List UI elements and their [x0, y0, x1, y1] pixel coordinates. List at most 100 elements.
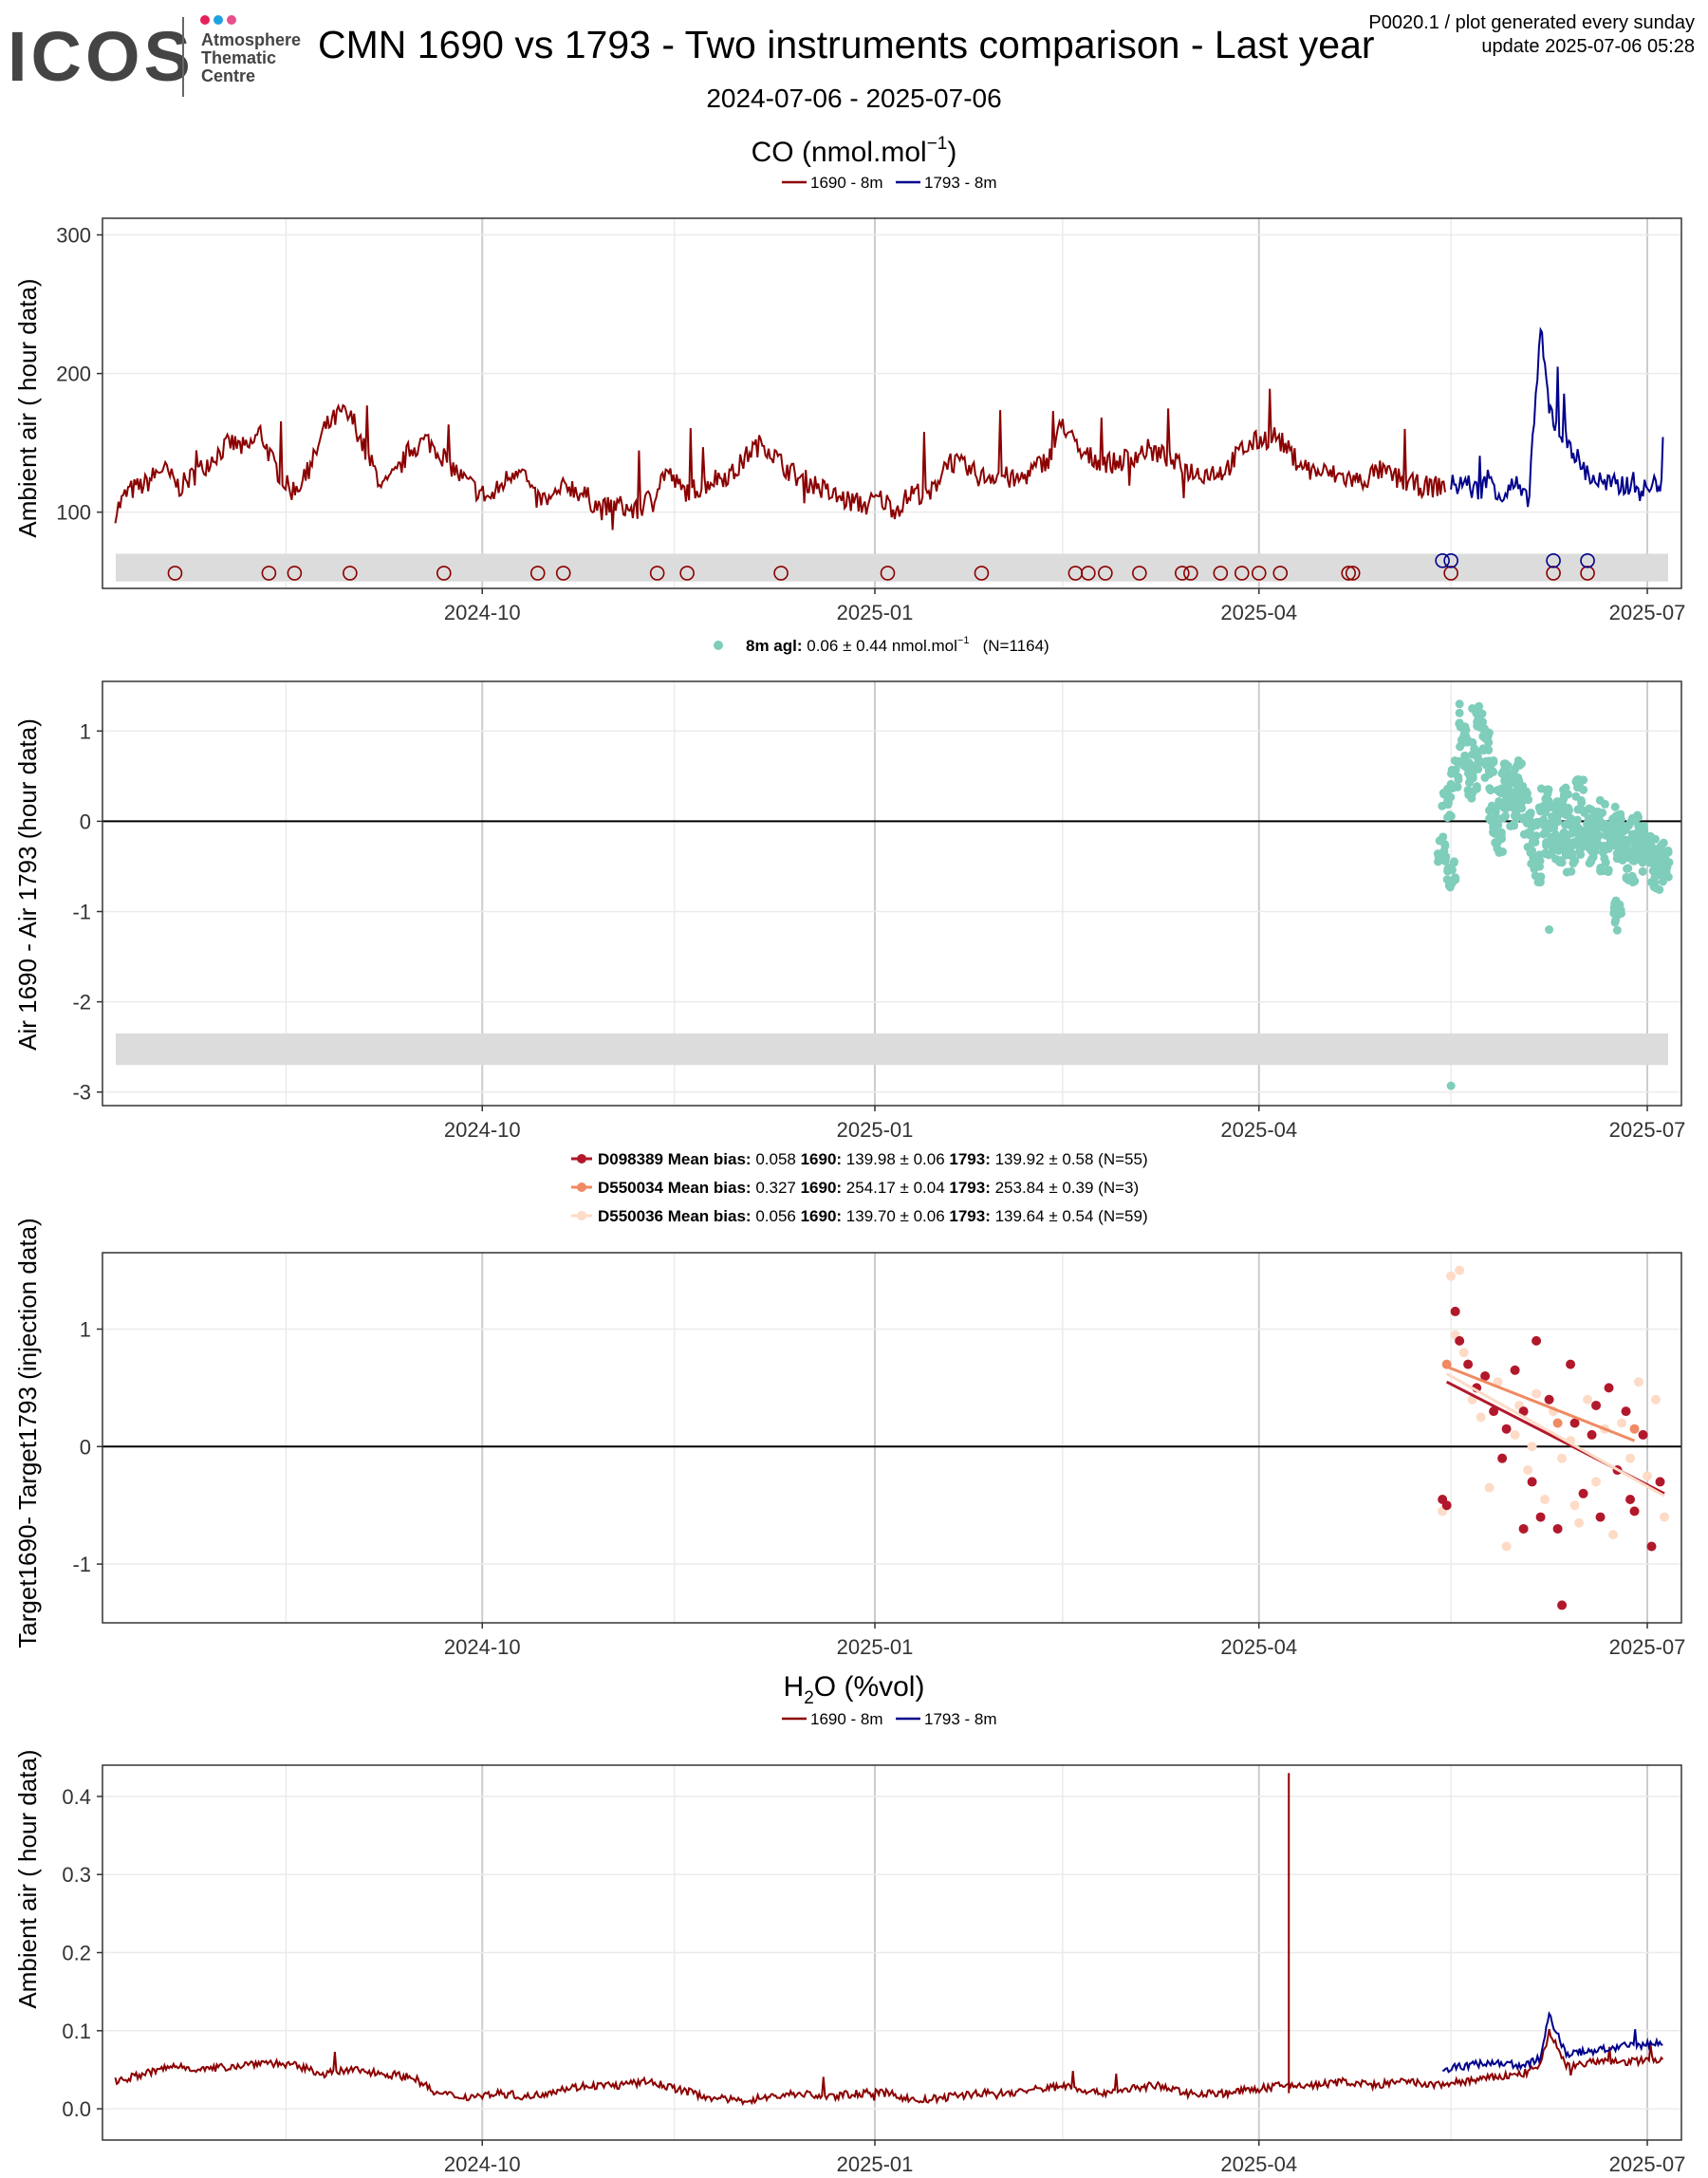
co-marker-1690: [1098, 566, 1113, 581]
co-marker-1690: [555, 566, 571, 581]
diff-point: [1511, 764, 1520, 773]
diff-point: [1659, 873, 1668, 883]
diff-point: [1550, 804, 1560, 813]
co-marker-1690: [880, 566, 896, 581]
diff-reference-band: [116, 1033, 1668, 1066]
co-marker-1690: [1183, 566, 1198, 581]
diff-point: [1510, 804, 1519, 813]
target-point-D098389: [1566, 1359, 1576, 1369]
logo-dot-red: [200, 15, 210, 25]
co-marker-1690: [167, 566, 183, 581]
diff-point: [1617, 908, 1626, 918]
diff-point: [1587, 805, 1596, 814]
diff-point: [1612, 925, 1622, 935]
target-point-D550036: [1455, 1265, 1465, 1275]
target-point-D550034: [1552, 1418, 1563, 1428]
h2o-x-tick-label: 2025-07: [1609, 2152, 1686, 2176]
co-plot-bg: [102, 218, 1681, 588]
target-point-D098389: [1595, 1512, 1606, 1522]
diff-point: [1657, 841, 1666, 850]
target-point-D098389: [1497, 1453, 1508, 1463]
target-point-D550036: [1569, 1500, 1580, 1511]
diff-point: [1526, 810, 1535, 819]
target-point-D098389: [1518, 1523, 1529, 1534]
co-marker-1690: [287, 566, 303, 581]
diff-point: [1563, 790, 1572, 799]
diff-y-tick-label: -2: [72, 991, 91, 1015]
diff-point: [1446, 863, 1456, 872]
co-marker-1690: [974, 566, 990, 581]
diff-point: [1616, 810, 1625, 819]
diff-point: [1454, 775, 1463, 785]
diff-point: [1623, 849, 1632, 859]
h2o-y-tick-label: 0.1: [62, 2020, 91, 2043]
diff-point: [1488, 766, 1497, 775]
target-y-tick-label: -1: [72, 1553, 91, 1576]
co-legend-label-1690: 1690 - 8m: [810, 174, 883, 192]
co-marker-1690: [679, 566, 695, 581]
diff-point: [1435, 836, 1444, 846]
diff-point: [1468, 761, 1477, 771]
target-point-D550036: [1458, 1348, 1469, 1358]
diff-point: [1541, 849, 1550, 859]
diff-point: [1531, 838, 1540, 847]
co-marker-1690: [1443, 566, 1458, 581]
diff-point: [1593, 814, 1603, 824]
co-marker-1690: [1341, 566, 1357, 581]
co-marker-1690: [529, 566, 546, 581]
co-marker-1690: [1081, 566, 1096, 581]
target-legend-text: D550036: [598, 1207, 663, 1225]
diff-x-tick-label: 2025-04: [1220, 1118, 1297, 1142]
co-marker-1690: [1272, 566, 1289, 581]
target-trend-D550034: [1446, 1365, 1636, 1443]
co-ylabel: Ambient air ( hour data): [13, 278, 42, 537]
diff-point: [1618, 838, 1627, 847]
diff-point: [1451, 765, 1460, 774]
target-point-D550036: [1660, 1512, 1670, 1522]
target-point-D098389: [1629, 1506, 1640, 1517]
target-point-D550036: [1608, 1530, 1619, 1540]
target-point-D550036: [1651, 1394, 1662, 1405]
target-legend-entry: D550036 Mean bias: 0.056 1690: 139.70 ± …: [598, 1207, 1148, 1225]
diff-point: [1555, 857, 1565, 866]
diff-point: [1621, 825, 1630, 834]
diff-point: [1631, 815, 1641, 825]
logo-dot-pink: [227, 15, 236, 25]
diff-point: [1656, 863, 1665, 872]
diff-point: [1456, 742, 1465, 752]
h2o-legend: 1690 - 8m 1793 - 8m: [782, 1710, 997, 1728]
diff-point: [1455, 708, 1464, 717]
diff-point: [1447, 782, 1457, 791]
target-legend-text: 139.64 ± 0.54 (N=59): [991, 1207, 1148, 1225]
co-plot-border: [102, 217, 1682, 589]
target-point-D098389: [1557, 1600, 1568, 1610]
target-point-D098389: [1646, 1541, 1657, 1552]
diff-point: [1543, 790, 1552, 799]
co-marker-1690: [1213, 566, 1229, 581]
target-point-D550036: [1527, 1442, 1537, 1452]
diff-point: [1610, 802, 1620, 811]
co-panel: 100 200 300 2024-10 2025-01 2025-04 2025-07: [56, 217, 1685, 624]
target-legend-text: D550034: [598, 1179, 664, 1197]
h2o-series-1690-line: [114, 2028, 1664, 2107]
diff-plot-border: [102, 680, 1682, 1107]
diff-point: [1604, 866, 1613, 875]
target-point-D550036: [1484, 1482, 1494, 1493]
co-y-tick-label: 200: [56, 363, 91, 386]
co-marker-1793: [1435, 552, 1450, 568]
target-legend-swatch-dot: [577, 1211, 586, 1220]
diff-point: [1477, 709, 1487, 718]
target-x-tick-label: 2025-01: [837, 1635, 914, 1659]
target-legend-text: 139.98 ± 0.06: [842, 1150, 945, 1168]
target-point-D098389: [1638, 1429, 1648, 1440]
diff-point: [1487, 801, 1496, 810]
co-marker-1690: [261, 566, 277, 581]
target-legend-text: Mean bias:: [663, 1207, 752, 1225]
target-point-D098389: [1587, 1429, 1597, 1440]
target-legend-swatch-dot: [577, 1182, 586, 1192]
target-y-tick-label: 0: [80, 1435, 91, 1459]
diff-point: [1517, 804, 1527, 813]
co-marker-1690: [1251, 566, 1267, 581]
target-point-D098389: [1510, 1365, 1520, 1375]
co-marker-1690: [343, 566, 358, 581]
